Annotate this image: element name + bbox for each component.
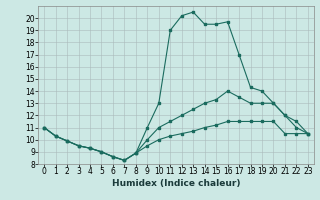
X-axis label: Humidex (Indice chaleur): Humidex (Indice chaleur) [112, 179, 240, 188]
